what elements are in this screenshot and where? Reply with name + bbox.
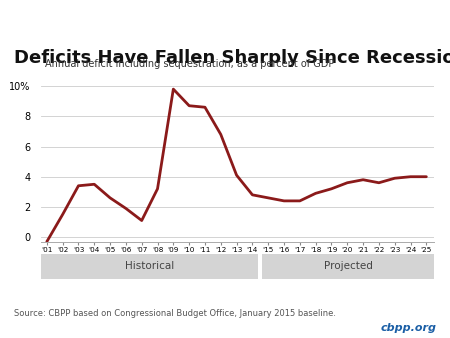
Text: Source: CBPP based on Congressional Budget Office, January 2015 baseline.: Source: CBPP based on Congressional Budg… [14, 309, 336, 318]
Bar [16, 17, 19, 33]
Text: Projected: Projected [324, 261, 373, 271]
Bar [16, 4, 19, 9]
Bar [11, 8, 14, 19]
Text: Deficits Have Fallen Sharply Since Recession: Deficits Have Fallen Sharply Since Reces… [14, 49, 450, 67]
Text: Center on Budget and Policy Priorities: Center on Budget and Policy Priorities [25, 10, 197, 20]
Text: cbpp.org: cbpp.org [381, 323, 436, 333]
Bar [11, 4, 14, 9]
Bar [11, 17, 14, 33]
Bar [16, 8, 19, 19]
Bar [262, 254, 434, 279]
Bar [5, 17, 9, 33]
Text: Historical: Historical [125, 261, 174, 271]
Bar [40, 254, 258, 279]
Text: Annual deficit including sequestration, as a percent of GDP: Annual deficit including sequestration, … [45, 59, 334, 69]
Bar [5, 4, 9, 9]
Bar [5, 8, 9, 19]
